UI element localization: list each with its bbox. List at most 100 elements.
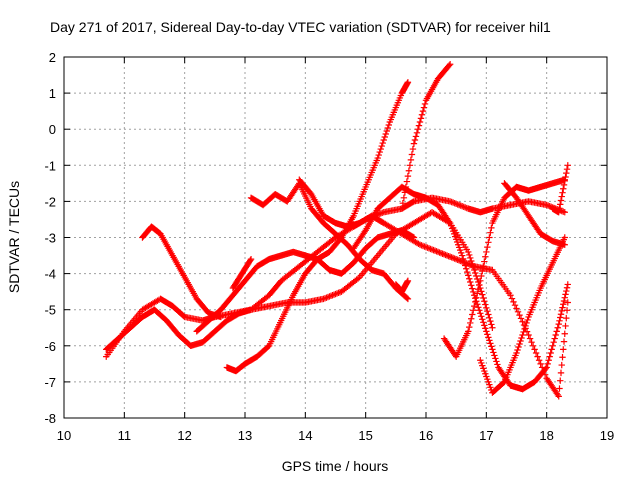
data-point — [404, 277, 412, 285]
data-point — [514, 308, 522, 316]
data-point — [564, 281, 571, 288]
data-point — [377, 210, 384, 217]
data-point — [510, 298, 517, 306]
data-point — [420, 104, 428, 111]
data-point — [399, 200, 407, 207]
data-point — [414, 126, 422, 133]
data-point — [516, 340, 523, 348]
data-point — [470, 288, 477, 296]
data-point — [466, 251, 473, 259]
y-tick-label: -6 — [44, 339, 56, 354]
y-tick-label: -1 — [44, 158, 56, 173]
data-point — [513, 349, 520, 357]
data-point — [557, 369, 565, 377]
data-point — [487, 340, 494, 347]
data-point — [522, 322, 529, 330]
data-point — [460, 203, 467, 211]
data-point — [478, 272, 485, 280]
data-point — [482, 253, 489, 260]
data-point — [374, 154, 381, 162]
data-point — [494, 361, 501, 368]
data-point — [329, 292, 336, 299]
data-point — [247, 257, 254, 264]
data-point — [557, 314, 564, 321]
axis-ticks — [63, 56, 608, 419]
data-point — [488, 224, 495, 232]
data-point — [406, 162, 414, 169]
data-point — [409, 145, 417, 153]
data-point — [332, 290, 339, 298]
data-point — [485, 334, 492, 341]
data-point — [557, 197, 565, 204]
data-point — [557, 377, 564, 384]
x-axis-label: GPS time / hours — [282, 458, 389, 474]
data-point — [548, 346, 555, 353]
data-point — [544, 202, 552, 209]
data-point — [520, 328, 527, 336]
data-point — [468, 315, 475, 322]
data-point — [493, 358, 500, 365]
data-point — [488, 321, 495, 328]
data-point — [488, 343, 495, 350]
data-point — [448, 198, 455, 206]
data-point — [462, 262, 469, 269]
data-point — [558, 193, 565, 200]
data-point — [326, 293, 333, 300]
data-point — [544, 360, 551, 368]
data-point — [508, 295, 516, 302]
data-point — [446, 198, 454, 205]
data-point — [449, 254, 457, 262]
y-tick-label: -3 — [44, 231, 56, 246]
y-axis-label: SDTVAR / TECUs — [6, 181, 22, 293]
data-point — [563, 287, 570, 295]
x-tick-label: 10 — [57, 428, 71, 443]
data-point — [473, 294, 480, 301]
data-point — [427, 245, 434, 253]
data-point — [403, 178, 411, 185]
data-point — [517, 315, 525, 322]
data-point — [525, 331, 532, 339]
data-point — [384, 124, 391, 132]
data-point — [323, 294, 330, 301]
data-point — [563, 314, 570, 322]
data-point — [526, 335, 534, 342]
data-point — [428, 246, 436, 253]
data-point — [558, 361, 565, 369]
data-point — [382, 130, 389, 138]
x-tick-label: 11 — [118, 428, 132, 443]
data-point — [452, 255, 460, 263]
data-point — [563, 169, 570, 177]
data-point — [440, 251, 448, 258]
plot-frame — [63, 56, 608, 419]
data-point — [479, 267, 486, 275]
data-point — [333, 290, 341, 297]
data-point — [361, 228, 368, 235]
data-point — [482, 325, 489, 332]
data-point — [465, 260, 472, 268]
data-point — [465, 272, 472, 279]
data-point — [519, 331, 526, 339]
data-point — [564, 299, 571, 306]
data-point — [477, 277, 484, 285]
data-point — [400, 194, 408, 201]
data-point — [460, 255, 467, 263]
data-point — [483, 304, 490, 312]
data-point — [556, 205, 563, 212]
data-point — [462, 204, 469, 211]
data-point — [330, 291, 338, 298]
data-point — [562, 173, 569, 181]
y-tick-label: 2 — [49, 50, 56, 65]
series-track-f — [229, 255, 255, 292]
data-point — [479, 316, 486, 323]
data-point — [415, 122, 423, 129]
data-point — [486, 234, 493, 241]
data-point — [320, 295, 327, 303]
data-point — [557, 311, 565, 318]
x-tick-label: 19 — [600, 428, 614, 443]
data-point — [437, 249, 445, 257]
data-point — [410, 140, 418, 147]
data-point — [439, 250, 446, 257]
data-point — [483, 328, 490, 335]
data-point — [433, 248, 440, 255]
data-point — [412, 133, 420, 140]
